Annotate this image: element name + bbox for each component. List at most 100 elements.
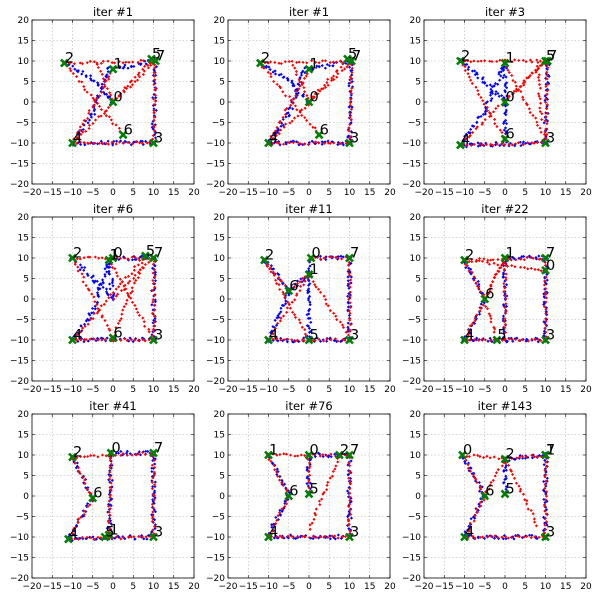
data-point-red <box>147 327 151 331</box>
data-point-red <box>81 280 85 284</box>
data-point-red <box>473 536 477 540</box>
data-point-red <box>307 461 312 465</box>
data-point-red <box>271 452 275 456</box>
y-tick-label: 10 <box>18 254 30 264</box>
data-point-blue <box>86 339 90 343</box>
data-point-blue <box>492 536 496 540</box>
data-point-red <box>494 471 499 475</box>
data-point-red <box>475 507 479 511</box>
data-point-red <box>493 273 497 277</box>
data-point-red <box>348 482 353 486</box>
data-point-red <box>517 484 521 488</box>
data-point-red <box>349 323 353 327</box>
data-point-red <box>106 59 110 63</box>
data-point-red <box>326 480 330 484</box>
node-label: 5 <box>348 46 357 62</box>
data-point-blue <box>307 267 311 271</box>
data-point-blue <box>319 339 323 343</box>
x-tick-label: −20 <box>23 188 42 198</box>
x-tick-label: 0 <box>502 188 508 198</box>
data-point-red <box>274 278 278 282</box>
data-point-red <box>283 295 287 299</box>
data-point-blue <box>93 112 97 116</box>
data-point-red <box>275 518 279 522</box>
data-point-red <box>545 490 549 494</box>
data-point-red <box>110 122 115 126</box>
x-tick-label: 5 <box>326 188 332 198</box>
data-point-blue <box>477 480 481 485</box>
data-point-blue <box>482 536 487 541</box>
data-point-red <box>348 471 352 475</box>
data-point-red <box>287 59 291 64</box>
data-point-red <box>519 265 523 269</box>
data-point-red <box>269 134 273 138</box>
data-point-red <box>348 290 352 294</box>
data-point-blue <box>333 537 337 541</box>
data-point-blue <box>307 326 311 330</box>
data-point-red <box>510 264 514 268</box>
data-point-blue <box>469 331 473 335</box>
data-point-blue <box>309 330 313 334</box>
data-point-red <box>478 500 483 504</box>
data-point-red <box>70 531 74 535</box>
subplot-title: iter #1 <box>93 5 133 19</box>
x-tick-label: −10 <box>259 385 278 395</box>
data-point-red <box>336 536 340 540</box>
y-tick-label: 15 <box>18 37 29 47</box>
x-tick-label: 10 <box>148 582 160 592</box>
node-marker <box>345 532 354 542</box>
data-point-blue <box>346 284 350 288</box>
data-point-red <box>141 337 145 342</box>
plot-layer <box>68 251 158 345</box>
data-point-blue <box>154 136 158 140</box>
data-point-red <box>290 300 294 304</box>
y-tick-label: 10 <box>18 451 30 461</box>
y-tick-label: −15 <box>402 554 421 564</box>
data-point-red <box>536 75 541 79</box>
data-point-red <box>477 286 481 290</box>
data-point-red <box>463 262 467 266</box>
data-point-red <box>313 283 317 287</box>
data-point-red <box>320 497 324 501</box>
data-point-red <box>341 61 345 65</box>
data-point-red <box>133 75 137 79</box>
data-point-red <box>534 524 538 528</box>
data-point-red <box>111 291 115 295</box>
data-point-red <box>470 257 474 261</box>
data-point-red <box>326 535 330 539</box>
data-point-red <box>503 326 507 330</box>
data-point-red <box>544 100 548 104</box>
node-label: 6 <box>485 484 494 500</box>
node-marker <box>68 253 77 263</box>
node-marker <box>108 64 118 74</box>
data-point-red <box>93 118 98 122</box>
data-point-red <box>96 307 100 311</box>
data-point-blue <box>545 476 549 480</box>
data-point-red <box>109 93 113 97</box>
data-point-blue <box>501 537 505 541</box>
data-point-red <box>329 255 334 259</box>
data-point-red <box>89 536 93 540</box>
data-point-red <box>482 456 486 460</box>
plot-layer <box>264 450 354 542</box>
data-point-red <box>330 474 334 478</box>
data-point-red <box>540 118 544 122</box>
x-tick-label: −15 <box>435 188 454 198</box>
data-point-red <box>113 61 117 65</box>
data-point-blue <box>346 294 350 298</box>
data-point-blue <box>504 132 508 136</box>
data-point-red <box>543 516 547 520</box>
data-point-blue <box>270 525 274 529</box>
data-point-red <box>475 510 479 515</box>
x-tick-label: −5 <box>478 385 491 395</box>
data-point-red <box>108 495 112 499</box>
data-point-red <box>307 480 311 484</box>
y-tick-label: −10 <box>206 336 225 346</box>
data-point-blue <box>140 139 144 143</box>
data-point-red <box>71 71 75 76</box>
data-point-red <box>335 318 339 322</box>
data-point-blue <box>126 66 130 70</box>
data-point-blue <box>464 266 468 270</box>
data-point-red <box>543 486 547 490</box>
